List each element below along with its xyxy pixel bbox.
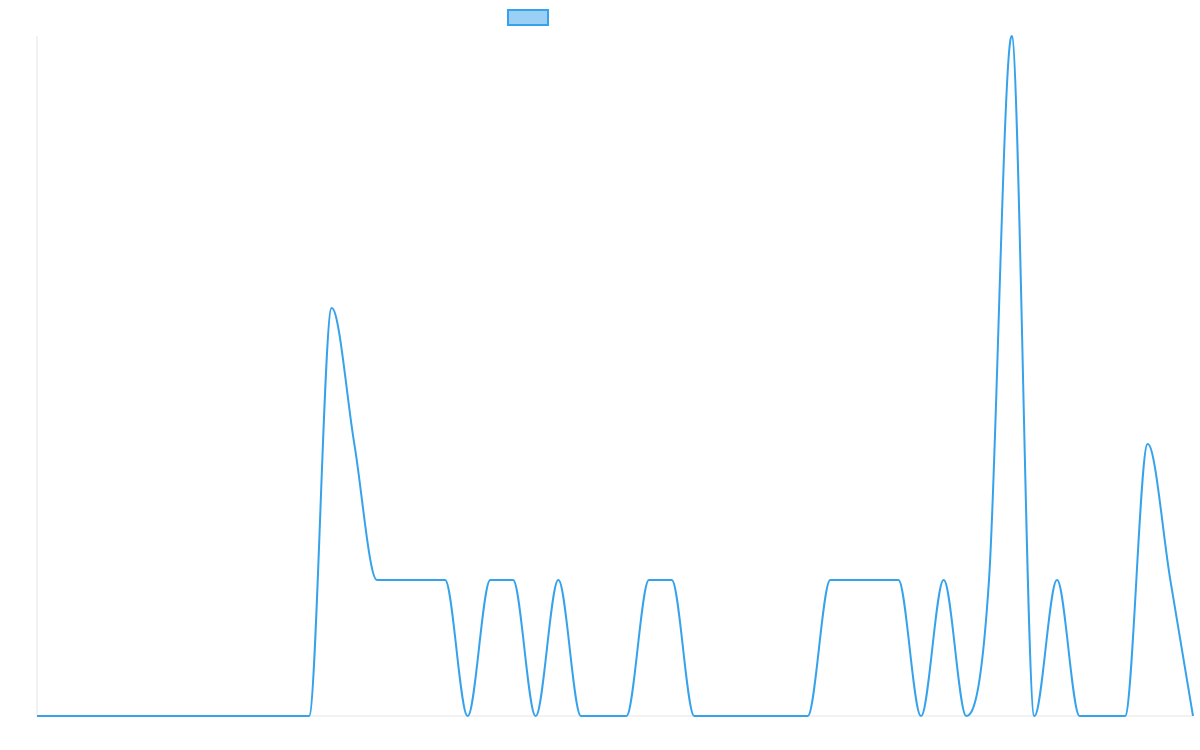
series-layer — [37, 35, 1194, 717]
legend-swatch-0[interactable] — [507, 9, 549, 26]
series-line-0 — [37, 35, 1194, 717]
legend[interactable] — [507, 9, 549, 26]
axes — [36, 36, 1193, 717]
